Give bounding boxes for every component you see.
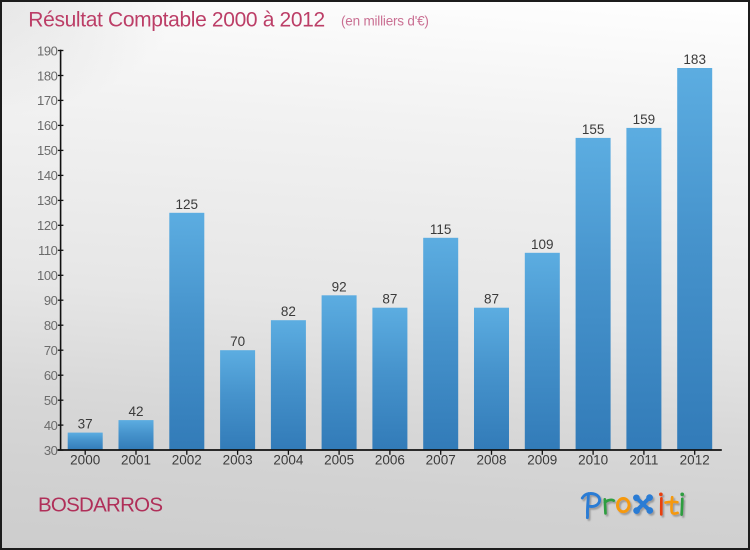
svg-text:2007: 2007 (426, 453, 456, 468)
svg-text:42: 42 (128, 404, 143, 419)
svg-text:2010: 2010 (578, 453, 608, 468)
svg-text:115: 115 (430, 222, 452, 237)
svg-text:150: 150 (37, 143, 58, 158)
svg-text:2000: 2000 (70, 453, 100, 468)
svg-text:190: 190 (37, 43, 58, 58)
svg-text:2008: 2008 (476, 453, 506, 468)
svg-text:2009: 2009 (527, 453, 557, 468)
svg-text:160: 160 (37, 118, 58, 133)
svg-text:183: 183 (683, 52, 706, 67)
svg-text:170: 170 (37, 93, 58, 108)
svg-text:40: 40 (44, 418, 58, 433)
svg-text:2005: 2005 (324, 453, 354, 468)
svg-text:BOSDARROS: BOSDARROS (38, 494, 162, 517)
svg-text:Résultat Comptable 2000 à 2012: Résultat Comptable 2000 à 2012 (28, 8, 325, 31)
svg-text:87: 87 (382, 292, 397, 307)
svg-text:60: 60 (44, 368, 58, 383)
svg-text:140: 140 (37, 168, 58, 183)
svg-text:70: 70 (230, 334, 245, 349)
svg-text:2012: 2012 (680, 453, 710, 468)
svg-text:110: 110 (38, 243, 58, 258)
svg-text:2001: 2001 (121, 453, 151, 468)
svg-text:87: 87 (484, 292, 499, 307)
svg-text:90: 90 (44, 293, 58, 308)
svg-text:2006: 2006 (375, 453, 405, 468)
svg-text:159: 159 (633, 112, 656, 127)
svg-text:130: 130 (37, 193, 58, 208)
svg-text:80: 80 (44, 318, 58, 333)
svg-text:2002: 2002 (172, 453, 202, 468)
svg-text:50: 50 (44, 393, 58, 408)
svg-text:155: 155 (582, 122, 605, 137)
svg-text:30: 30 (44, 443, 58, 458)
svg-text:100: 100 (37, 268, 58, 283)
svg-text:37: 37 (78, 417, 93, 432)
svg-text:180: 180 (37, 68, 58, 83)
svg-text:120: 120 (37, 218, 58, 233)
svg-text:92: 92 (332, 279, 347, 294)
svg-text:2011: 2011 (629, 453, 658, 468)
svg-text:70: 70 (44, 343, 58, 358)
svg-text:2004: 2004 (273, 453, 304, 468)
svg-text:(en milliers d'€): (en milliers d'€) (341, 14, 429, 29)
svg-text:2003: 2003 (223, 453, 253, 468)
svg-text:109: 109 (531, 237, 554, 252)
svg-text:82: 82 (281, 304, 296, 319)
svg-text:125: 125 (176, 197, 199, 212)
